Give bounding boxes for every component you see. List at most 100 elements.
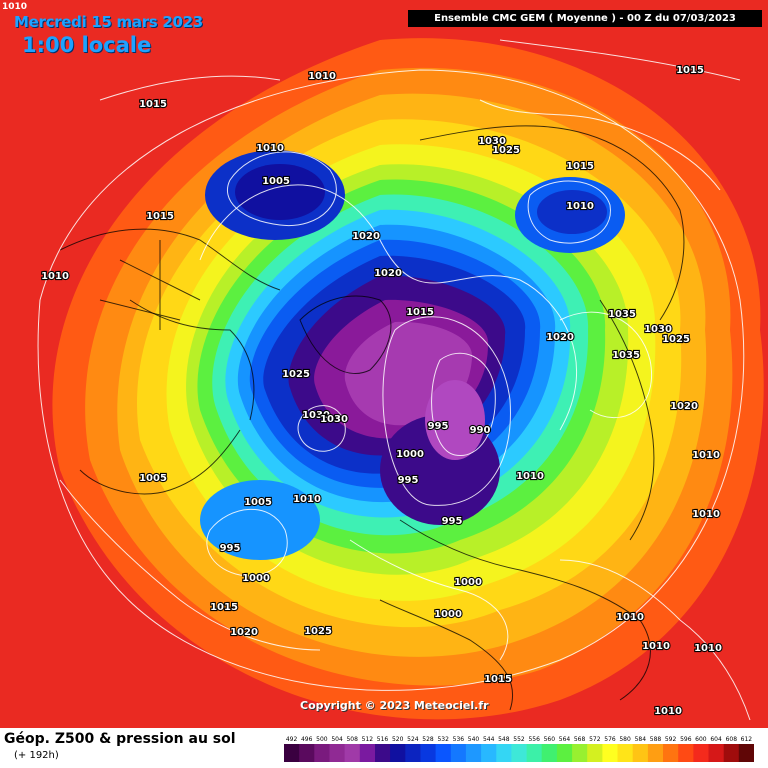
forecast-time: 1:00 locale — [22, 33, 152, 57]
scale-swatch — [663, 744, 679, 762]
isobar-label: 1015 — [484, 674, 512, 685]
scale-swatch — [314, 744, 330, 762]
scale-tick-label: 552 — [513, 736, 525, 743]
scale-tick-label: 528 — [422, 736, 434, 743]
scale-swatch — [496, 744, 512, 762]
isobar-label: 1025 — [662, 334, 690, 345]
isobar-label: 1010 — [692, 509, 720, 520]
forecast-date: Mercredi 15 mars 2023 — [14, 13, 203, 31]
isobar-label: 1030 — [478, 136, 506, 147]
isobar-label: 1035 — [612, 350, 640, 361]
scale-tick-label: 532 — [437, 736, 449, 743]
isobar-label: 1005 — [139, 473, 167, 484]
isobar-label: 1010 — [616, 612, 644, 623]
forecast-lead-time: (+ 192h) — [14, 750, 59, 761]
scale-swatch — [693, 744, 710, 762]
isobar-label: 1035 — [608, 309, 636, 320]
scale-swatch — [738, 744, 754, 762]
scale-swatch — [526, 744, 543, 762]
isobar-label: 1030 — [302, 410, 330, 421]
scale-tick-label: 512 — [362, 736, 374, 743]
scale-swatch — [284, 744, 300, 762]
isobar-label: 1015 — [146, 211, 174, 222]
isobar-label: 1030 — [644, 324, 672, 335]
scale-swatch — [359, 744, 376, 762]
scale-swatch — [299, 744, 315, 762]
scale-tick-label: 592 — [665, 736, 677, 743]
color-scale: 492 496 500 504 508 512 516 520 524 528 532 536 540 5… — [284, 736, 754, 762]
isobar-label: 1010 — [256, 143, 284, 154]
scale-tick-label: 492 — [286, 736, 298, 743]
scale-tick-label: 572 — [589, 736, 601, 743]
isobar-label: 1010 — [654, 706, 682, 717]
scale-swatch — [678, 744, 694, 762]
scale-tick-label: 536 — [453, 736, 465, 743]
scale-tick-label: 508 — [346, 736, 358, 743]
scale-tick-label: 568 — [574, 736, 586, 743]
scale-swatch — [708, 744, 725, 762]
scale-swatch — [572, 744, 588, 762]
isobar-label: 995 — [442, 516, 463, 527]
isobar-label: 1020 — [374, 268, 402, 279]
scale-swatch — [344, 744, 361, 762]
isobar-label: 1010 — [642, 641, 670, 652]
scale-tick-label: 576 — [604, 736, 616, 743]
scale-tick-label: 608 — [726, 736, 738, 743]
scale-swatch — [617, 744, 634, 762]
legend-title: Géop. Z500 & pression au sol — [4, 731, 236, 747]
scale-tick-label: 556 — [528, 736, 540, 743]
isobar-label: 1025 — [492, 145, 520, 156]
isobar-label: 1005 — [244, 497, 272, 508]
isobar-label: 1005 — [262, 176, 290, 187]
isobar-label: 1015 — [139, 99, 167, 110]
isobar-label: 1030 — [320, 414, 348, 425]
scale-swatch — [587, 744, 603, 762]
isobar-labels: 1010 1015 1010 1005 1015 1010 1020 1020 … — [40, 64, 723, 718]
geopotential-field: 1010 1015 1010 1005 1015 1010 1020 1020 … — [37, 38, 764, 721]
isobar-label: 1015 — [406, 307, 434, 318]
scale-swatch — [632, 744, 649, 762]
scale-swatch — [435, 744, 452, 762]
scale-tick-label: 588 — [650, 736, 662, 743]
isobar-label: 1020 — [352, 231, 380, 242]
scale-tick-label: 612 — [741, 736, 753, 743]
isobar-label: 1020 — [670, 401, 698, 412]
scale-tick-label: 584 — [635, 736, 647, 743]
scale-swatch — [450, 744, 467, 762]
isobar-label: 995 — [220, 543, 241, 554]
scale-swatch — [481, 744, 497, 762]
isobar-label: 995 — [428, 421, 449, 432]
isobar-label: 990 — [470, 425, 491, 436]
isobar-label: 1020 — [230, 627, 258, 638]
scale-tick-label: 524 — [407, 736, 419, 743]
isobar-label: 1010 — [692, 450, 720, 461]
scale-tick-label: 544 — [483, 736, 495, 743]
isobar-label: 1010 — [566, 201, 594, 212]
isobar-label: 1015 — [210, 602, 238, 613]
scale-tick-label: 516 — [377, 736, 389, 743]
scale-swatch — [390, 744, 406, 762]
isobar-label: 1025 — [282, 369, 310, 380]
scale-swatch — [465, 744, 482, 762]
scale-tick-label: 548 — [498, 736, 510, 743]
scale-tick-label: 604 — [710, 736, 722, 743]
isobar-label: 1015 — [676, 65, 704, 76]
isobar-label: 1000 — [434, 609, 462, 620]
isobar-label: 1020 — [546, 332, 574, 343]
scale-tick-label: 564 — [559, 736, 571, 743]
isobar-label: 1010 — [41, 271, 69, 282]
isobar-label: 995 — [398, 475, 419, 486]
scale-swatch — [647, 744, 664, 762]
scale-tick-label: 560 — [544, 736, 556, 743]
scale-swatch — [541, 744, 558, 762]
model-run-header: Ensemble CMC GEM ( Moyenne ) - 00 Z du 0… — [408, 10, 762, 27]
copyright-notice: Copyright © 2023 Meteociel.fr — [300, 699, 489, 712]
scale-tick-label: 580 — [619, 736, 631, 743]
scale-swatch — [405, 744, 421, 762]
scale-swatch — [602, 744, 619, 762]
isobar-label: 1010 — [308, 71, 336, 82]
corner-pressure-label: 1010 — [2, 2, 28, 12]
isobar-label: 1010 — [516, 471, 544, 482]
legend-footer: Géop. Z500 & pression au sol (+ 192h) 49… — [0, 728, 768, 768]
scale-swatch — [556, 744, 573, 762]
